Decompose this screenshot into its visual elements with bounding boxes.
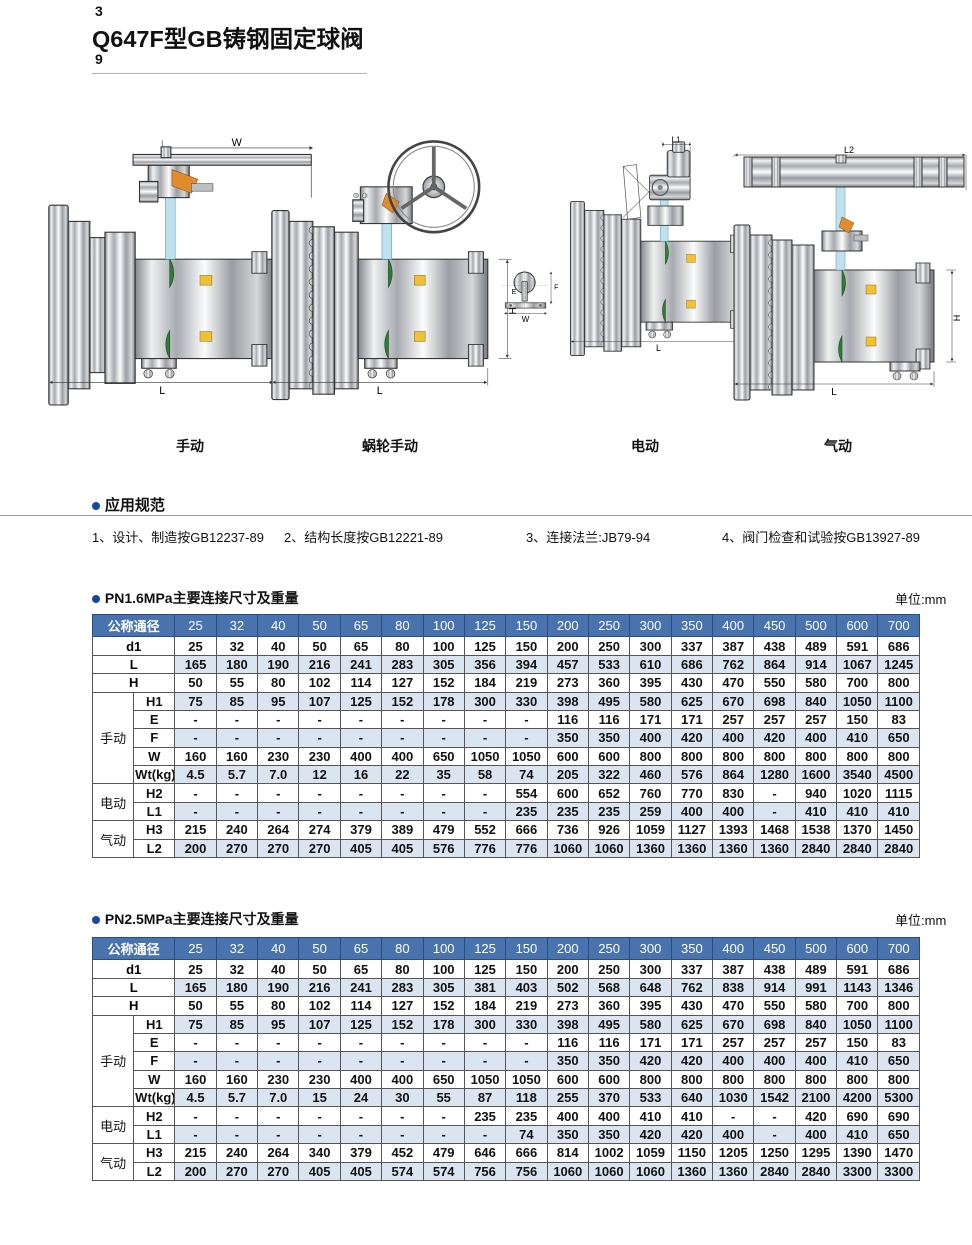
svg-text:L2: L2: [844, 145, 854, 155]
svg-text:F: F: [554, 285, 559, 292]
svg-text:L: L: [831, 387, 837, 398]
svg-text:L1: L1: [672, 136, 681, 145]
svg-text:E: E: [512, 289, 517, 296]
svg-text:L: L: [656, 343, 661, 353]
svg-text:W: W: [522, 315, 530, 324]
svg-text:L: L: [159, 385, 165, 397]
svg-text:W: W: [232, 137, 243, 149]
svg-text:L: L: [377, 385, 383, 397]
svg-text:H: H: [952, 315, 962, 322]
